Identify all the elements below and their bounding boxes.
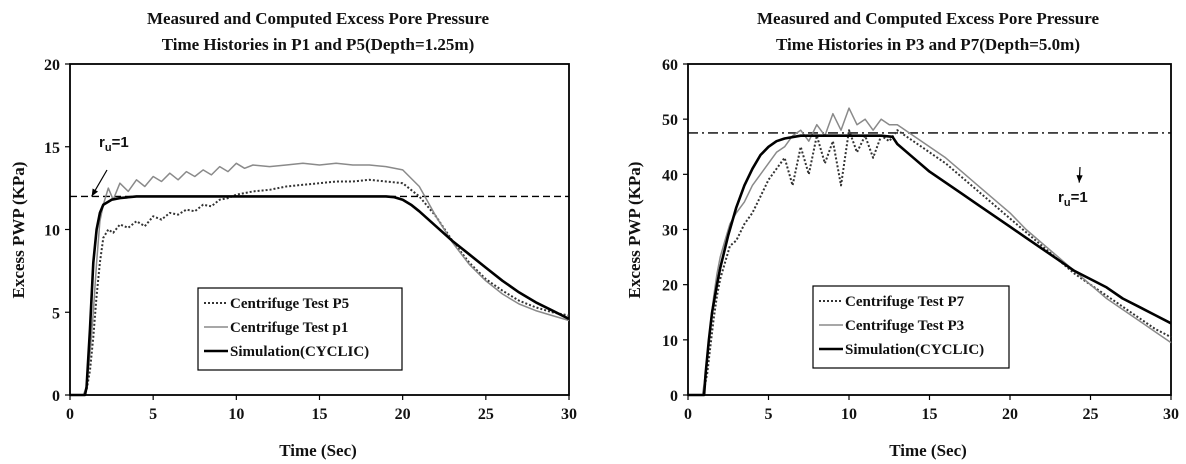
chart-right-ticks: 0 5 10 15 20 25 30 0 10 20 30 40 50 60	[662, 57, 1179, 423]
chart-left-ylabel: Excess PWP (KPa)	[9, 162, 28, 299]
chart-right: Measured and Computed Excess Pore Pressu…	[625, 9, 1179, 460]
chart-right-xtick-label: 10	[841, 406, 857, 423]
chart-right-title-line1: Measured and Computed Excess Pore Pressu…	[757, 9, 1099, 28]
chart-left-xtick-label: 30	[561, 406, 577, 423]
chart-left-legend-label-3: Simulation(CYCLIC)	[230, 344, 369, 360]
chart-left-xlabel: Time (Sec)	[279, 441, 357, 460]
chart-right-ylabel: Excess PWP (KPa)	[625, 162, 644, 299]
chart-right-legend-box	[812, 285, 1010, 369]
chart-right-legend: Centrifuge Test P7 Centrifuge Test P3 Simu…	[812, 285, 1010, 369]
chart-right-series-2-line	[688, 107, 1172, 396]
chart-left-ytick-label: 0	[52, 388, 60, 405]
chart-left-annotation: ru=1	[91, 134, 129, 197]
chart-left-legend-label-2: Centrifuge Test p1	[230, 320, 348, 336]
chart-right-title-line2: Time Histories in P3 and P7(Depth=5.0m)	[776, 35, 1080, 54]
chart-right-ytick-label: 50	[662, 112, 678, 129]
chart-left-xtick-label: 15	[312, 406, 328, 423]
chart-right-legend-label-1: Centrifuge Test P7	[845, 294, 965, 310]
chart-left-title-line2: Time Histories in P1 and P5(Depth=1.25m)	[162, 35, 475, 54]
chart-right-legend-label-3: Simulation(CYCLIC)	[845, 342, 984, 358]
chart-right-ru-label: ru=1	[1058, 189, 1088, 209]
chart-right-xtick-label: 30	[1163, 406, 1179, 423]
chart-left-xtick-label: 20	[395, 406, 411, 423]
chart-right-xtick-label: 0	[684, 406, 692, 423]
chart-left-xtick-label: 0	[66, 406, 74, 423]
chart-left-series-3-line	[70, 195, 570, 397]
chart-right-ytick-label: 20	[662, 278, 678, 295]
chart-right-series-3-line	[688, 134, 1172, 397]
chart-left-ytick-label: 10	[44, 223, 60, 240]
chart-right-ytick-label: 60	[662, 57, 678, 74]
chart-right-xtick-label: 20	[1002, 406, 1018, 423]
chart-right-xlabel: Time (Sec)	[889, 441, 967, 460]
chart-right-xtick-label: 5	[765, 406, 773, 423]
chart-left-series-group	[70, 162, 570, 397]
chart-right-annotation: ru=1	[1058, 166, 1088, 209]
chart-left-legend-label-1: Centrifuge Test P5	[230, 296, 349, 312]
chart-right-series-1-line	[688, 129, 1172, 396]
chart-right-ytick-label: 10	[662, 333, 678, 350]
chart-right-legend-label-2: Centrifuge Test P3	[845, 318, 964, 334]
chart-left: Measured and Computed Excess Pore Pressu…	[9, 9, 577, 460]
chart-left-ru-arrowhead	[91, 188, 99, 197]
chart-left-ytick-label: 5	[52, 305, 60, 322]
chart-left-legend: Centrifuge Test P5 Centrifuge Test p1 Simu…	[197, 287, 403, 371]
chart-right-series-group	[688, 107, 1172, 397]
chart-right-ytick-label: 0	[670, 388, 678, 405]
chart-right-ru-arrowhead	[1076, 175, 1083, 183]
chart-left-xtick-label: 10	[228, 406, 244, 423]
chart-left-xtick-label: 5	[149, 406, 157, 423]
chart-left-ytick-label: 20	[44, 57, 60, 74]
chart-left-series-2-line	[70, 162, 570, 396]
chart-left-ticks: 0 5 10 15 20 25 30 0 5 10 15 20	[44, 57, 577, 423]
chart-left-ru-label: ru=1	[99, 134, 129, 154]
chart-right-ytick-label: 40	[662, 167, 678, 184]
chart-left-xtick-label: 25	[478, 406, 494, 423]
chart-right-ytick-label: 30	[662, 223, 678, 240]
chart-left-title-line1: Measured and Computed Excess Pore Pressu…	[147, 9, 489, 28]
chart-right-xtick-label: 15	[922, 406, 938, 423]
chart-right-xtick-label: 25	[1083, 406, 1099, 423]
chart-left-ytick-label: 15	[44, 140, 60, 157]
chart-left-legend-box	[197, 287, 403, 371]
